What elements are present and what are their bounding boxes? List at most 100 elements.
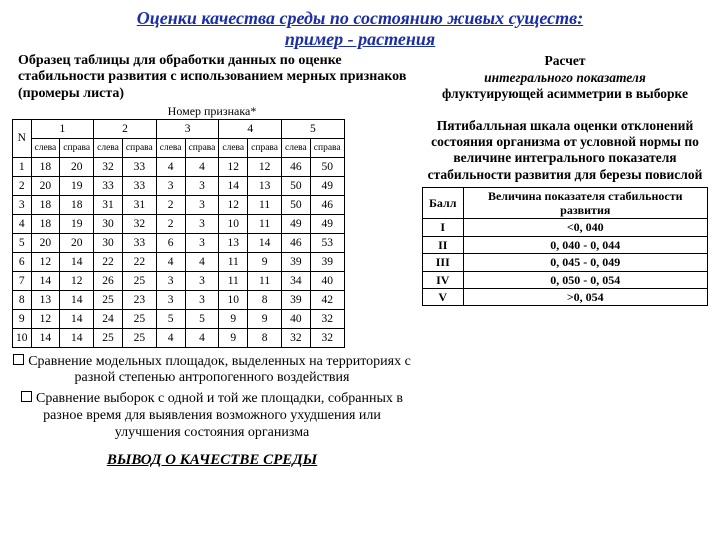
col-sub-header: слева: [219, 138, 248, 157]
table-cell: 31: [122, 195, 156, 214]
table-cell: 4: [185, 328, 219, 347]
table-caption: Номер признака*: [12, 104, 412, 119]
table-cell: 12: [248, 157, 282, 176]
square-bullet-icon: [13, 354, 24, 365]
table-cell: 7: [13, 271, 32, 290]
table-cell: 5: [156, 309, 185, 328]
table-cell: 10: [13, 328, 32, 347]
subtitle: Образец таблицы для обработки данных по …: [18, 53, 412, 101]
table-cell: 46: [282, 157, 311, 176]
calc-word: Расчет: [545, 53, 586, 68]
col-group-header: 5: [282, 119, 345, 138]
table-row: 5202030336313144653: [13, 233, 345, 252]
table-cell: 14: [60, 290, 94, 309]
table-cell: 32: [122, 214, 156, 233]
content-row: Образец таблицы для обработки данных по …: [12, 53, 708, 468]
table-cell: 12: [60, 271, 94, 290]
col-header-n: N: [13, 119, 32, 157]
table-cell: 12: [219, 157, 248, 176]
table-cell: 32: [94, 157, 123, 176]
table-cell: 19: [60, 214, 94, 233]
scale-cell: 0, 040 - 0, 044: [463, 236, 707, 253]
table-cell: 33: [122, 157, 156, 176]
table-cell: 25: [94, 328, 123, 347]
col-group-header: 1: [31, 119, 94, 138]
table-cell: 50: [282, 176, 311, 195]
col-sub-header: слева: [94, 138, 123, 157]
table-cell: 33: [122, 176, 156, 195]
col-sub-header: справа: [122, 138, 156, 157]
title-line2: пример - растения: [285, 29, 435, 49]
table-row: 813142523331083942: [13, 290, 345, 309]
table-cell: 9: [219, 328, 248, 347]
table-cell: 11: [219, 252, 248, 271]
table-cell: 42: [310, 290, 344, 309]
table-cell: 18: [31, 195, 60, 214]
table-cell: 3: [156, 176, 185, 195]
table-cell: 3: [156, 290, 185, 309]
table-cell: 3: [156, 271, 185, 290]
right-column: Расчет интегрального показателя флуктуир…: [412, 53, 708, 306]
table-cell: 5: [13, 233, 32, 252]
table-cell: 9: [248, 309, 282, 328]
scale-row: I<0, 040: [423, 219, 708, 236]
scale-cell: III: [423, 254, 464, 271]
table-cell: 3: [185, 176, 219, 195]
table-cell: 14: [31, 328, 60, 347]
table-row: 7141226253311113440: [13, 271, 345, 290]
scale-cell: II: [423, 236, 464, 253]
table-cell: 34: [282, 271, 311, 290]
table-cell: 14: [60, 328, 94, 347]
table-cell: 13: [31, 290, 60, 309]
bullet-list: Сравнение модельных площадок, выделенных…: [12, 354, 412, 442]
table-cell: 14: [248, 233, 282, 252]
table-cell: 22: [94, 252, 123, 271]
table-cell: 2: [156, 214, 185, 233]
table-cell: 40: [310, 271, 344, 290]
table-cell: 26: [94, 271, 123, 290]
table-cell: 33: [122, 233, 156, 252]
table-cell: 10: [219, 214, 248, 233]
table-cell: 14: [31, 271, 60, 290]
integral-words: интегрального показателя: [484, 70, 646, 85]
table-cell: 4: [13, 214, 32, 233]
table-cell: 20: [60, 157, 94, 176]
col-sub-header: слева: [156, 138, 185, 157]
spacer: [422, 102, 708, 118]
scale-cell: 0, 050 - 0, 054: [463, 271, 707, 288]
conclusion: ВЫВОД О КАЧЕСТВЕ СРЕДЫ: [12, 452, 412, 469]
table-cell: 8: [248, 290, 282, 309]
table-cell: 25: [122, 309, 156, 328]
table-cell: 5: [185, 309, 219, 328]
scale-row: V>0, 054: [423, 289, 708, 306]
scale-cell: IV: [423, 271, 464, 288]
table-cell: 50: [310, 157, 344, 176]
table-cell: 13: [248, 176, 282, 195]
table-cell: 11: [248, 195, 282, 214]
table-row: 3181831312312115046: [13, 195, 345, 214]
table-cell: 3: [185, 233, 219, 252]
col-sub-header: справа: [60, 138, 94, 157]
col-sub-header: слева: [31, 138, 60, 157]
table-cell: 11: [248, 271, 282, 290]
table-cell: 25: [94, 290, 123, 309]
table-cell: 3: [185, 290, 219, 309]
main-data-table: N12345слевасправаслевасправаслевасправас…: [12, 119, 345, 348]
table-cell: 2: [156, 195, 185, 214]
table-cell: 49: [310, 214, 344, 233]
table-cell: 24: [94, 309, 123, 328]
col-sub-header: справа: [310, 138, 344, 157]
bullet-item: Сравнение выборок с одной и той же площа…: [12, 391, 412, 441]
table-cell: 3: [185, 214, 219, 233]
table-cell: 39: [282, 290, 311, 309]
table-cell: 14: [219, 176, 248, 195]
table-cell: 1: [13, 157, 32, 176]
table-cell: 4: [185, 157, 219, 176]
table-cell: 46: [310, 195, 344, 214]
col-group-header: 2: [94, 119, 157, 138]
col-sub-header: справа: [185, 138, 219, 157]
table-cell: 53: [310, 233, 344, 252]
table-cell: 46: [282, 233, 311, 252]
table-cell: 50: [282, 195, 311, 214]
table-cell: 4: [156, 252, 185, 271]
